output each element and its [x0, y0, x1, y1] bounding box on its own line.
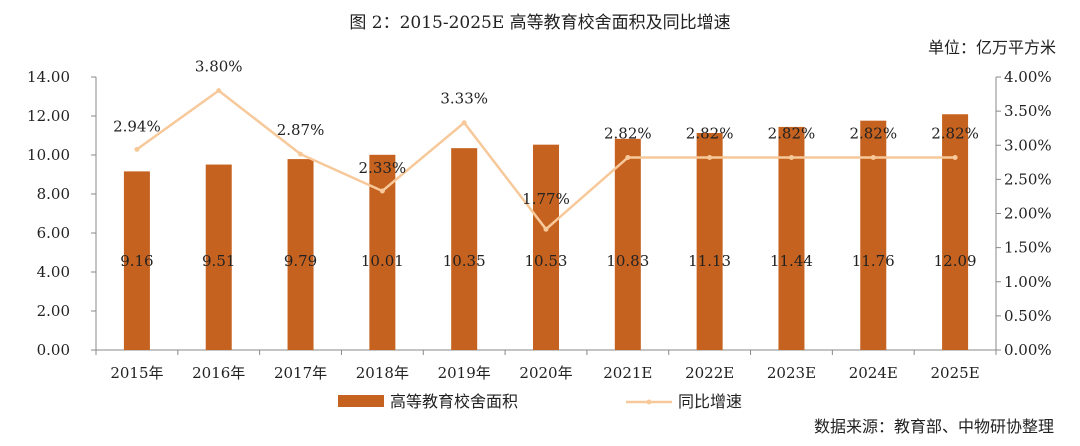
line-series [134, 88, 958, 232]
right-tick-label: 2.00% [1004, 205, 1052, 223]
growth-point [379, 188, 385, 194]
x-tick-label: 2025E [931, 364, 980, 382]
growth-value-label: 2.94% [113, 117, 161, 135]
bar [287, 159, 314, 350]
left-tick-label: 4.00 [37, 263, 70, 281]
growth-point [298, 151, 304, 157]
growth-point [707, 155, 713, 161]
bar [614, 138, 641, 350]
growth-point [788, 155, 794, 161]
bar-value-label: 11.44 [770, 252, 813, 270]
left-tick-label: 0.00 [37, 341, 70, 359]
growth-point [543, 226, 549, 232]
axes: 0.00 2.00 4.00 6.00 8.00 10.00 12.00 14.00 0.00%… [27, 68, 1052, 382]
left-tick-label: 8.00 [37, 185, 70, 203]
growth-value-label: 2.82% [931, 125, 979, 143]
growth-point [625, 155, 631, 161]
legend-bar-swatch [338, 395, 384, 407]
x-tick-label: 2015年 [110, 364, 163, 382]
right-tick-label: 2.50% [1004, 170, 1052, 188]
x-tick-label: 2019年 [438, 364, 491, 382]
x-tick-label: 2021E [603, 364, 652, 382]
right-tick-label: 0.00% [1004, 341, 1052, 359]
bar-value-label: 12.09 [934, 252, 977, 270]
bar-value-label: 9.51 [202, 252, 235, 270]
bar-value-label: 10.35 [443, 252, 486, 270]
chart-title: 图 2：2015-2025E 高等教育校舍面积及同比增速 [349, 13, 731, 33]
unit-label: 单位：亿万平方米 [927, 38, 1056, 57]
x-tick-label: 2017年 [274, 364, 327, 382]
x-tick-label: 2020年 [519, 364, 572, 382]
growth-value-label: 2.82% [768, 125, 816, 143]
left-tick-label: 12.00 [27, 107, 70, 125]
right-tick-label: 3.50% [1004, 102, 1052, 120]
legend-bar-label: 高等教育校舍面积 [390, 392, 518, 411]
growth-value-label: 3.33% [440, 90, 488, 108]
x-tick-label: 2024E [849, 364, 898, 382]
bar-value-label: 9.16 [120, 252, 153, 270]
growth-value-label: 2.82% [849, 125, 897, 143]
bar [533, 144, 559, 350]
right-tick-label: 4.00% [1004, 68, 1052, 86]
bar-value-label: 10.83 [606, 252, 649, 270]
growth-value-label: 1.77% [522, 190, 570, 208]
left-tick-label: 2.00 [37, 302, 70, 320]
growth-point [461, 120, 467, 126]
left-tick-label: 10.00 [27, 146, 70, 164]
bar-value-label: 9.79 [284, 252, 317, 270]
bar-value-label: 11.76 [852, 252, 895, 270]
bar-value-label: 11.13 [688, 252, 731, 270]
growth-point [870, 155, 876, 161]
x-tick-label: 2016年 [192, 364, 245, 382]
bar-value-label: 10.01 [361, 252, 404, 270]
growth-value-label: 2.33% [359, 159, 407, 177]
bar-value-label: 10.53 [525, 252, 568, 270]
x-tick-label: 2023E [767, 364, 816, 382]
growth-point [134, 146, 140, 152]
bar-series [123, 114, 969, 351]
right-tick-label: 3.00% [1004, 136, 1052, 154]
bar [696, 132, 723, 350]
growth-value-label: 2.82% [604, 125, 652, 143]
right-tick-label: 1.50% [1004, 239, 1052, 257]
legend: 高等教育校舍面积 同比增速 [338, 392, 742, 411]
bar [205, 164, 232, 350]
growth-value-label: 2.87% [277, 121, 325, 139]
right-tick-label: 0.50% [1004, 307, 1052, 325]
left-tick-label: 14.00 [27, 68, 70, 86]
data-labels: 9.16 9.51 9.79 10.01 10.35 10.53 10.83 11.13 11.… [113, 58, 979, 270]
growth-value-label: 3.80% [195, 58, 243, 76]
growth-point [952, 155, 958, 161]
legend-line-marker [646, 399, 652, 405]
bar [451, 148, 478, 350]
growth-value-label: 2.82% [686, 125, 734, 143]
x-tick-label: 2018年 [356, 364, 409, 382]
bar [123, 171, 150, 350]
left-tick-label: 6.00 [37, 224, 70, 242]
bar [942, 114, 969, 351]
legend-line-label: 同比增速 [678, 392, 742, 411]
source-note: 数据来源：教育部、中物研协整理 [813, 417, 1054, 436]
bar [778, 126, 805, 350]
right-tick-label: 1.00% [1004, 273, 1052, 291]
growth-point [216, 88, 222, 94]
x-tick-label: 2022E [685, 364, 734, 382]
